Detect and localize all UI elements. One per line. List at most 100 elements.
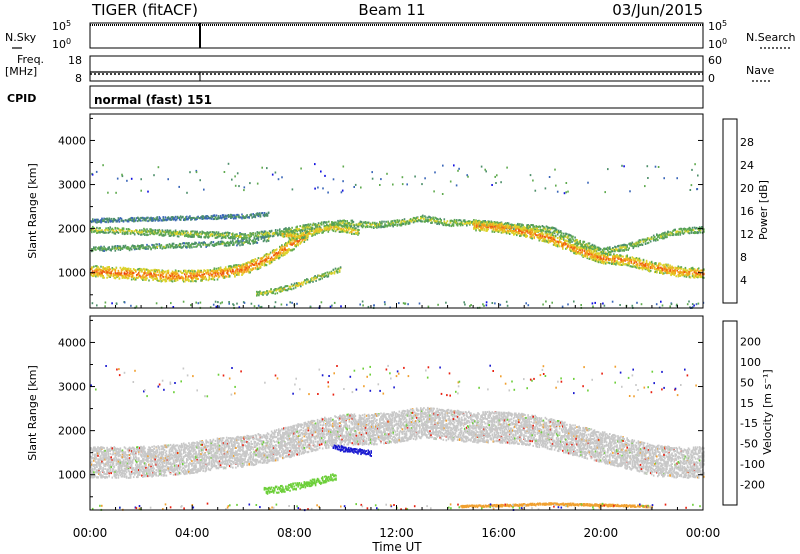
power-data-cell <box>122 266 125 269</box>
power-data-cell <box>303 236 305 239</box>
power-data-cell <box>278 287 281 290</box>
power-data-cell <box>357 223 360 226</box>
power-data-cell <box>126 267 129 270</box>
power-data-cell <box>249 268 251 271</box>
power-data-cell <box>227 267 230 270</box>
power-data-cell <box>622 263 624 266</box>
power-data-cell <box>596 260 599 263</box>
power-data-cell <box>380 224 382 227</box>
power-data-cell <box>604 253 607 256</box>
power-data-cell <box>551 239 554 242</box>
power-data-cell <box>602 247 605 250</box>
power-data-cell <box>562 244 564 247</box>
power-data-cell <box>193 272 195 275</box>
power-data-cell <box>109 272 111 275</box>
power-data-cell <box>697 276 700 278</box>
power-data-cell <box>144 247 146 250</box>
power-data-cell <box>283 228 285 231</box>
power-data-cell <box>618 256 620 259</box>
power-data-cell <box>254 266 257 269</box>
power-data-cell <box>100 268 102 271</box>
power-data-cell <box>257 267 260 270</box>
power-data-cell <box>210 233 213 236</box>
power-data-cell <box>303 225 306 228</box>
power-data-cell <box>690 267 693 270</box>
power-data-cell <box>541 228 544 231</box>
power-data-cell <box>203 231 205 234</box>
power-data-cell <box>222 235 225 237</box>
power-data-cell <box>678 272 681 275</box>
power-data-cell <box>279 249 281 252</box>
power-data-cell <box>522 228 524 231</box>
power-data-cell <box>94 248 96 251</box>
power-data-cell <box>284 289 287 292</box>
power-data-cell <box>126 246 129 249</box>
power-data-cell <box>699 269 702 272</box>
power-data-cell <box>122 246 125 248</box>
power-data-cell <box>152 229 154 232</box>
power-data-cell <box>680 267 683 270</box>
power-data-cell <box>249 271 251 274</box>
power-data-cell <box>161 269 164 272</box>
power-data-cell <box>142 279 144 281</box>
power-data-cell <box>239 267 241 270</box>
power-data-cell <box>424 215 426 218</box>
power-data-cell <box>577 250 579 253</box>
power-data-cell <box>610 251 612 254</box>
power-data-cell <box>688 268 691 270</box>
power-data-cell <box>494 221 497 224</box>
power-data-cell <box>584 245 587 248</box>
power-data-cell <box>106 272 108 275</box>
power-data-cell <box>684 230 687 233</box>
power-data-cell <box>195 241 197 244</box>
power-data-cell <box>632 265 635 268</box>
power-data-cell <box>325 225 327 228</box>
power-data-cell <box>236 244 238 247</box>
power-data-cell <box>98 227 100 230</box>
power-data-cell <box>125 273 128 275</box>
power-data-cell <box>639 243 642 246</box>
power-data-cell <box>193 234 195 236</box>
power-data-cell <box>581 245 583 248</box>
power-data-cell <box>212 270 215 273</box>
power-data-cell <box>143 271 145 274</box>
power-data-cell <box>104 267 106 270</box>
power-data-cell <box>202 278 204 280</box>
power-data-cell <box>227 243 230 246</box>
power-data-cell <box>310 278 312 281</box>
power-data-cell <box>248 240 250 243</box>
power-data-cell <box>349 223 352 226</box>
power-data-cell <box>169 277 172 280</box>
power-data-cell <box>434 216 436 219</box>
power-data-cell <box>223 236 226 239</box>
power-data-cell <box>637 241 640 244</box>
power-data-cell <box>563 243 565 246</box>
power-data-cell <box>235 270 237 273</box>
power-data-cell <box>250 261 252 264</box>
power-data-cell <box>583 250 586 252</box>
power-data-cell <box>530 231 532 234</box>
power-data-cell <box>279 288 282 291</box>
power-data-cell <box>258 232 261 235</box>
power-data-cell <box>499 223 502 226</box>
power-data-cell <box>183 232 185 235</box>
power-data-cell <box>535 226 537 228</box>
power-data-cell <box>693 268 696 271</box>
power-data-cell <box>497 224 500 227</box>
power-data-cell <box>655 268 657 271</box>
power-data-cell <box>524 226 526 229</box>
power-data-cell <box>251 233 253 236</box>
power-data-cell <box>695 270 698 272</box>
power-data-cell <box>249 232 251 235</box>
power-data-cell <box>258 266 261 269</box>
power-data-cell <box>187 270 189 273</box>
power-data-cell <box>696 268 699 271</box>
power-data-cell <box>366 221 369 224</box>
power-data-cell <box>628 257 630 260</box>
power-data-cell <box>174 231 177 234</box>
power-data-cell <box>591 254 594 257</box>
power-data-cell <box>357 225 360 228</box>
power-data-cell <box>203 269 205 272</box>
power-data-cell <box>279 256 281 259</box>
power-data-cell <box>401 222 404 225</box>
